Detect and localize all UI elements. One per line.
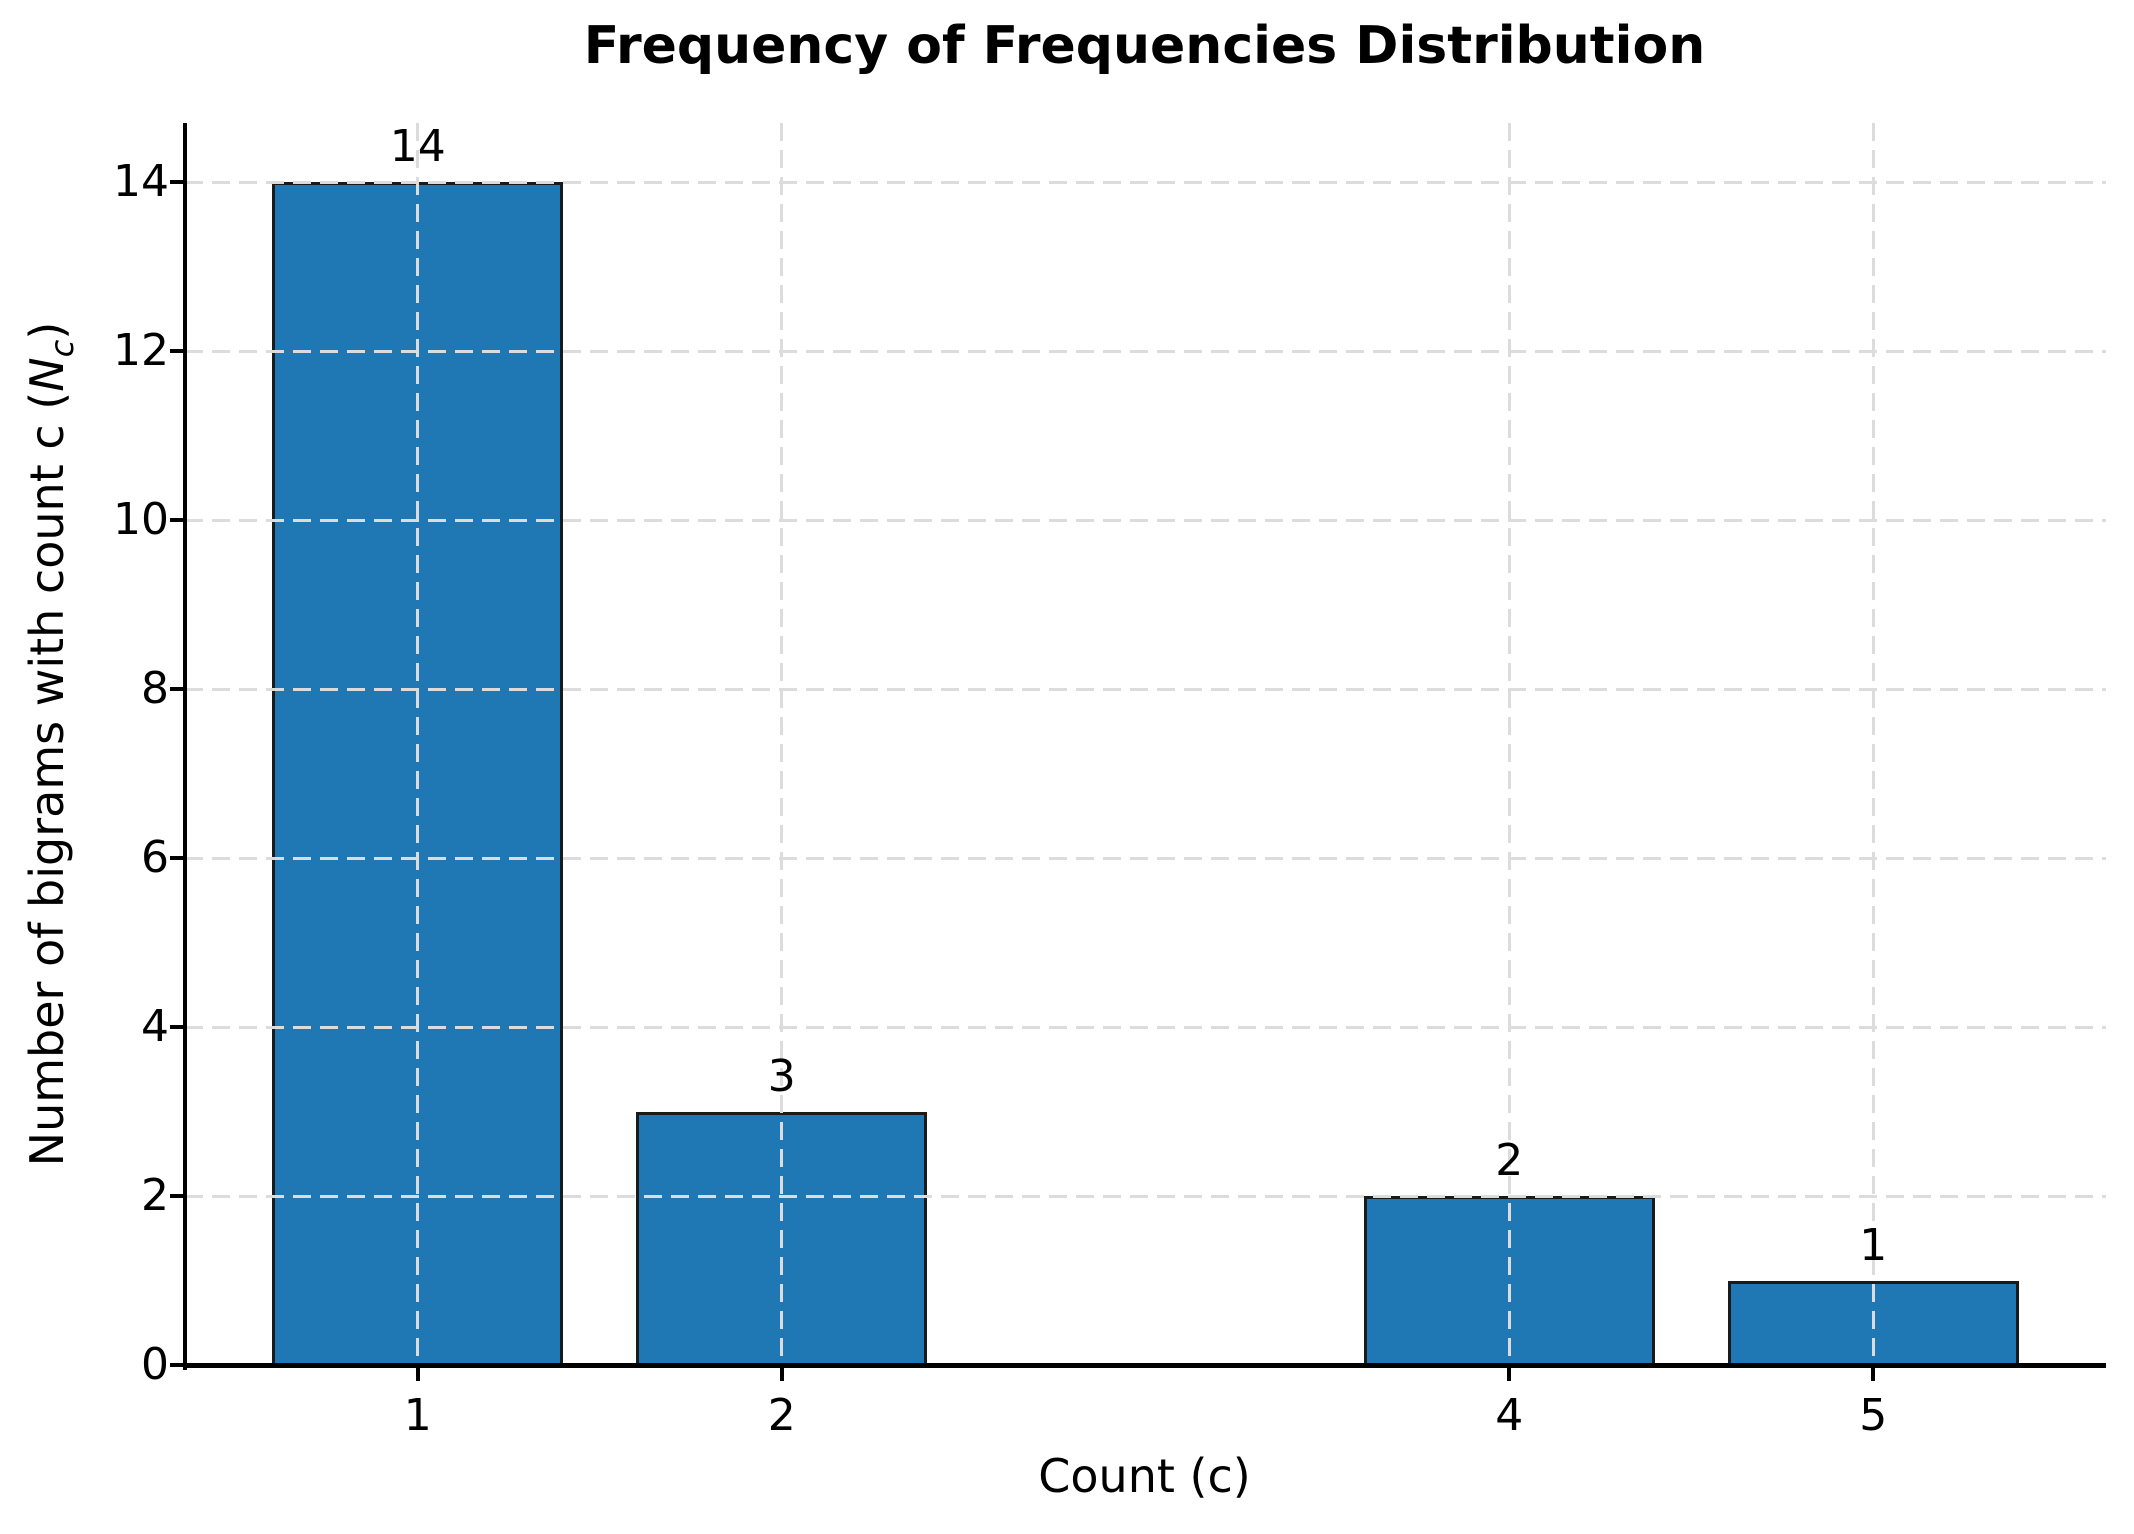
y-tick-mark-6 [170,856,183,861]
bar-value-label-x5: 1 [1859,1219,1888,1271]
gridline-y14 [185,180,2106,184]
y-tick-mark-12 [170,349,183,354]
gridline-y12 [185,349,2106,353]
y-axis-spine [183,123,187,1370]
gridline-y8 [185,687,2106,691]
y-tick-mark-4 [170,1025,183,1029]
bar-value-label-x1: 14 [389,121,446,173]
gridline-y4 [185,1025,2106,1029]
y-tick-label-6: 6 [141,832,169,884]
y-tick-label-10: 10 [113,494,169,546]
y-tick-label-0: 0 [141,1339,169,1390]
y-tick-mark-0 [170,1363,183,1367]
bar-value-label-x2: 3 [767,1050,796,1102]
y-tick-label-8: 8 [141,663,169,715]
y-tick-mark-14 [170,180,183,185]
y-tick-mark-2 [170,1194,183,1198]
y-tick-label-12: 12 [113,325,169,377]
x-axis-label: Count (c) [1038,1449,1251,1503]
y-tick-label-2: 2 [141,1170,169,1221]
x-tick-label-5: 5 [1859,1390,1888,1441]
x-axis-spine [183,1363,2106,1368]
x-tick-mark-2 [779,1368,784,1381]
gridline-x5 [1871,123,1875,1365]
x-tick-label-1: 1 [403,1390,432,1441]
gridline-x1 [416,123,420,1365]
x-tick-mark-4 [1507,1368,1512,1381]
bar-value-label-x4: 2 [1495,1135,1524,1186]
y-axis-label: Number of bigrams with count c (Nc) [20,144,81,1344]
x-tick-mark-5 [1871,1368,1876,1381]
gridline-y2 [185,1194,2106,1198]
gridline-y6 [185,856,2106,860]
y-tick-mark-10 [170,518,183,523]
x-tick-mark-1 [415,1368,420,1381]
chart-title: Frequency of Frequencies Distribution [583,16,1706,76]
y-tick-mark-8 [170,687,183,692]
gridline-x2 [780,123,784,1365]
y-tick-label-4: 4 [141,1001,169,1052]
gridline-y10 [185,518,2106,522]
y-tick-label-14: 14 [113,156,169,208]
gridline-x4 [1507,123,1511,1365]
x-tick-label-4: 4 [1495,1390,1524,1441]
x-tick-label-2: 2 [767,1390,796,1441]
